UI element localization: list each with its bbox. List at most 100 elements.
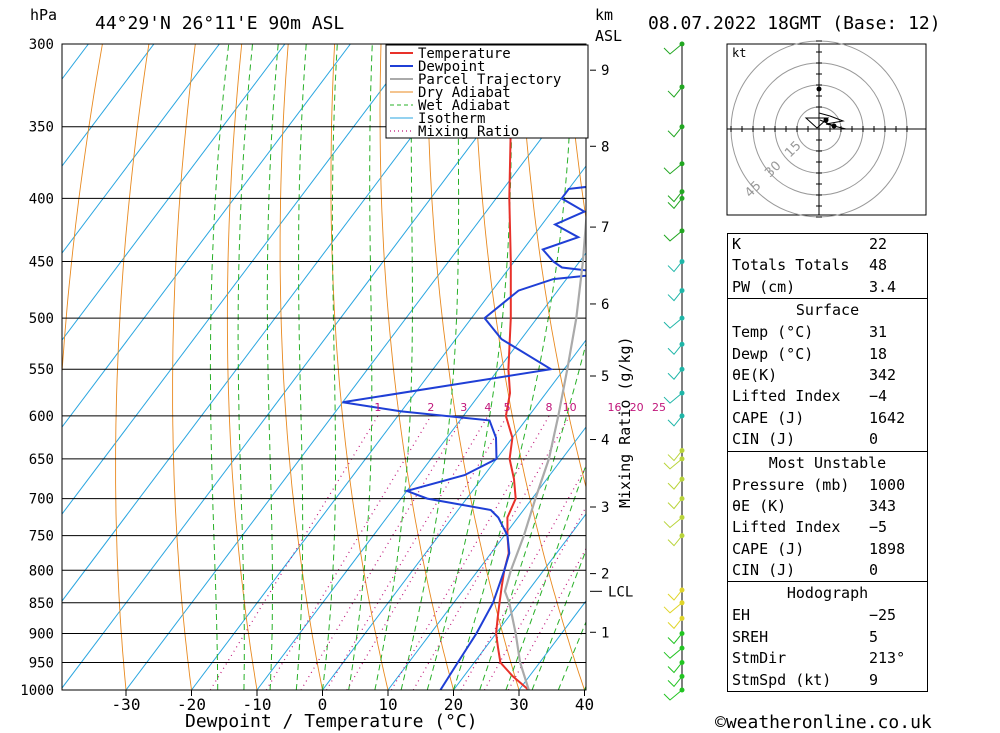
index-row-k: K 22 [732, 235, 888, 253]
index-row-tt: Totals Totals 48 [732, 256, 888, 275]
mixing-ratio-label: 2 [427, 401, 434, 414]
pressure-tick-label: 850 [29, 596, 54, 612]
dry-adiabat [985, 44, 1000, 690]
dry-adiabat [566, 44, 586, 221]
hodo-point [816, 86, 822, 92]
surface-row: Lifted Index −4 [732, 387, 888, 406]
wet-adiabat [266, 44, 279, 690]
km-tick-label: 4 [601, 433, 609, 449]
wind-barb [667, 261, 683, 273]
wind-barb [667, 589, 683, 601]
hodograph-table-header: Hodograph [728, 581, 927, 605]
hodograph-row: SREH 5 [732, 627, 879, 646]
wet-adiabat [531, 549, 586, 690]
temp-tick-label: -20 [177, 695, 206, 714]
temp-tick-label: 10 [378, 695, 397, 714]
unstable-row: CAPE (J) 1898 [732, 539, 906, 558]
wind-barb [667, 478, 683, 490]
footer-credit: ©weatheronline.co.uk [715, 712, 932, 733]
isotherm [0, 44, 23, 690]
legend-mixing-ratio: Mixing Ratio [418, 124, 519, 140]
wind-barb [667, 191, 683, 203]
temp-tick-label: 30 [509, 695, 528, 714]
dry-adiabat [279, 44, 323, 690]
legend: Temperature Dewpoint Parcel Trajectory D… [385, 44, 589, 140]
wind-barb [667, 676, 683, 688]
wind-barb [667, 290, 683, 302]
wind-barb [667, 343, 683, 356]
mixing-ratio-label: 10 [563, 401, 577, 414]
surface-header: Surface [728, 298, 927, 322]
pressure-tick-label: 600 [29, 409, 54, 425]
isotherm [62, 44, 351, 428]
wet-adiabat [237, 44, 253, 690]
mixing-ratio-line [507, 547, 586, 690]
hodograph-row: StmSpd (kt) 9 [732, 670, 879, 689]
wind-barb [663, 647, 683, 659]
hodograph: kt 15 30 45 [726, 40, 927, 218]
km-tick-label: 7 [601, 220, 609, 236]
pressure-tick-label: 350 [29, 120, 54, 136]
hodo-point [831, 123, 837, 129]
wind-barb [667, 618, 683, 630]
wet-adiabat [426, 44, 513, 690]
pressure-tick-label: 650 [29, 452, 54, 468]
hodograph-row: StmDir 213° [732, 649, 906, 668]
hpa-label: hPa [30, 6, 57, 24]
mixing-ratio-label: 3 [460, 401, 467, 414]
wind-barb [663, 689, 683, 701]
dry-adiabat [115, 44, 150, 690]
isotherm [62, 44, 220, 254]
unstable-row: θE (K) 343 [732, 496, 897, 515]
temp-tick-label: -30 [112, 695, 141, 714]
isotherm [256, 252, 586, 690]
storm-motion-marker [804, 117, 830, 129]
temp-tick-label: 40 [575, 695, 594, 714]
wind-barb [667, 198, 683, 210]
dry-adiabat [172, 44, 196, 690]
legend-parcel: Parcel Trajectory [418, 72, 561, 88]
pressure-tick-label: 450 [29, 255, 54, 271]
asl-label: ASL [595, 27, 622, 45]
unstable-header: Most Unstable [728, 450, 927, 475]
indices-table: K 22 Totals Totals 48 PW (cm) 3.4 Surface T… [727, 233, 928, 693]
isotherm [387, 426, 586, 690]
pressure-tick-label: 700 [29, 492, 54, 508]
km-tick-label: 8 [601, 139, 609, 155]
km-tick-label: 3 [601, 500, 609, 516]
pressure-tick-label: 800 [29, 563, 54, 579]
wind-barb [667, 498, 683, 510]
isotherm [62, 44, 548, 689]
km-tick-label: 1 [601, 625, 609, 641]
pressure-tick-label: 1000 [20, 683, 54, 699]
km-tick-label: 6 [601, 297, 609, 313]
isotherm [62, 44, 155, 167]
wind-barb [667, 368, 683, 380]
isotherm [62, 44, 482, 602]
mixing-ratio-label: 5 [504, 401, 511, 414]
wind-barb [663, 43, 683, 55]
wet-adiabat [295, 44, 307, 690]
surface-row: Temp (°C) 31 [732, 323, 888, 342]
legend-wet-adiabat: Wet Adiabat [418, 98, 511, 114]
pressure-tick-label: 950 [29, 655, 54, 671]
isotherm [191, 165, 586, 690]
wet-adiabat [505, 463, 586, 690]
wind-barb [663, 163, 683, 175]
legend-dry-adiabat: Dry Adiabat [418, 85, 511, 101]
pressure-tick-label: 900 [29, 626, 54, 642]
surface-row: Dewp (°C) 18 [732, 344, 888, 363]
surface-row: θE(K) 342 [732, 365, 897, 384]
x-axis-title: Dewpoint / Temperature (°C) [185, 711, 478, 732]
mixing-ratio-axis-title: Mixing Ratio (g/kg) [616, 336, 634, 508]
surface-row: CIN (J) 0 [732, 430, 879, 449]
mixing-ratio-line [209, 415, 379, 690]
legend-isotherm: Isotherm [418, 111, 485, 127]
temp-tick-label: 20 [444, 695, 463, 714]
dry-adiabat [379, 44, 454, 690]
temp-tick-label: 0 [318, 695, 328, 714]
wet-adiabat [557, 620, 586, 690]
km-tick-label: 2 [601, 567, 609, 583]
